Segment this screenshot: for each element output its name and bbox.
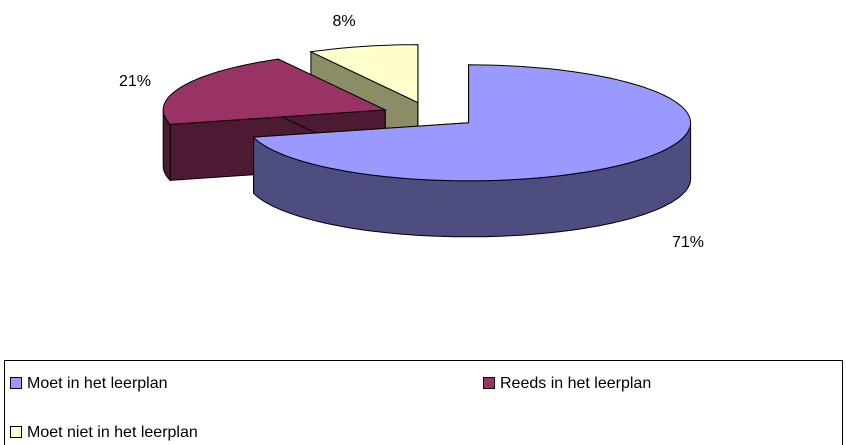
legend-label: Moet niet in het leerplan [27,424,198,441]
data-label: 8% [332,13,355,30]
slice [309,44,419,104]
slice [162,58,388,125]
legend-swatch [10,377,22,389]
legend-label: Reeds in het leerplan [500,375,651,392]
data-label: 21% [119,73,151,90]
data-label: 71% [672,234,704,251]
legend-label: Moet in het leerplan [27,375,168,392]
legend-box [4,360,843,445]
legend-swatch [10,426,22,438]
legend-swatch [483,377,495,389]
slice [252,64,692,182]
